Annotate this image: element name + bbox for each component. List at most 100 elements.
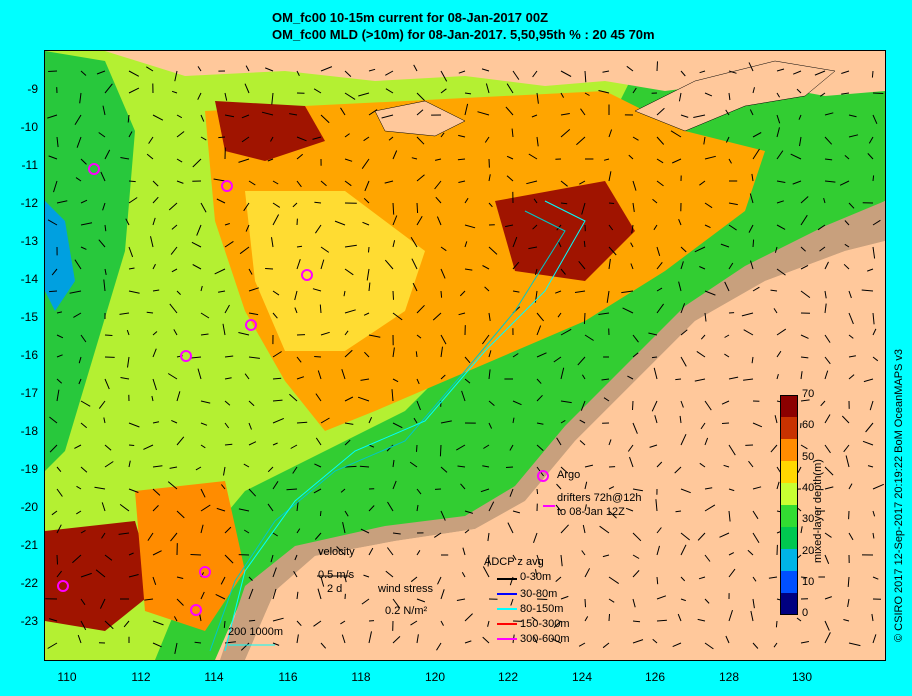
velocity-vector [579,180,586,185]
velocity-vector [510,598,514,606]
velocity-vector [824,554,830,564]
velocity-vector [245,65,250,72]
velocity-vector [824,136,833,145]
velocity-vector [363,312,370,316]
velocity-vector [320,180,327,187]
velocity-vector [728,262,734,270]
velocity-vector [167,481,178,490]
velocity-vector [583,240,586,248]
velocity-vector [147,532,154,541]
velocity-vector [750,610,754,622]
velocity-vector [169,303,178,314]
velocity-vector [440,510,446,521]
velocity-vector [224,114,235,118]
colorbar-title: mixed-layer depth(m) [812,459,824,563]
velocity-vector [151,395,154,402]
velocity-vector [272,532,278,537]
velocity-vector [368,246,370,253]
velocity-vector [416,550,421,556]
velocity-vector [80,158,87,165]
colorbar-segment [780,505,798,528]
velocity-vector [224,422,230,429]
velocity-vector [848,202,855,209]
velocity-vector [632,180,637,191]
argo-markers [57,163,313,616]
velocity-vector [385,570,394,578]
velocity-vector [867,268,874,272]
velocity-vector [392,202,395,215]
velocity-vector [214,268,226,275]
velocity-vector [223,620,226,628]
velocity-vector [800,264,809,270]
velocity-vector [848,355,856,358]
velocity-vector [272,351,282,358]
x-tick-label: 128 [718,670,740,684]
velocity-vector [416,334,422,339]
argo-marker [301,269,313,281]
velocity-vector [536,598,548,600]
velocity-vector [725,136,730,143]
velocity-vector [680,246,687,253]
velocity-vector [152,378,157,391]
velocity-vector [653,224,658,231]
velocity-vector [464,92,472,95]
velocity-vector [464,356,471,364]
velocity-vector [47,642,58,649]
velocity-vector [704,202,713,209]
velocity-vector [704,224,711,229]
velocity-vector [458,180,466,183]
velocity-vector [776,328,787,336]
velocity-vector [432,312,442,321]
x-tick-label: 126 [644,670,666,684]
velocity-vector [776,200,784,204]
colorbar-segment [780,461,798,484]
adcp-legend-item: 80-150m [520,603,564,615]
velocity-vector [848,532,854,541]
velocity-vector [841,92,850,95]
velocity-vector [581,550,586,556]
velocity-vector [656,246,661,257]
velocity-vector [798,114,802,120]
velocity-vector [224,304,230,314]
velocity-vector [601,378,610,381]
velocity-vector [192,264,202,270]
velocity-vector [48,618,58,622]
velocity-vector [248,180,256,186]
velocity-vector [699,70,706,74]
velocity-vector [488,312,491,321]
velocity-vector [248,488,257,497]
velocity-vector [512,290,520,293]
velocity-vector [534,268,538,276]
velocity-vector [416,174,425,182]
velocity-vector [512,261,520,270]
velocity-vector [392,480,397,490]
velocity-vector [770,289,778,292]
velocity-vector [560,113,570,116]
velocity-vector [224,92,228,101]
velocity-vector [410,620,418,626]
velocity-vector [464,224,476,229]
velocity-vector [296,153,304,160]
velocity-vector [847,576,850,587]
velocity-vector [749,193,754,204]
velocity-vector [533,198,538,204]
velocity-vector [296,500,299,512]
velocity-legend-title: velocity [318,546,355,558]
velocity-vector [69,290,82,294]
velocity-vector [536,554,541,566]
velocity-vector [243,463,250,468]
velocity-vector [526,180,538,185]
velocity-vector [560,70,572,77]
velocity-vector [56,378,63,384]
velocity-vector [792,180,802,185]
velocity-vector [80,246,87,250]
shelf-region [220,201,885,660]
velocity-vector [675,510,682,513]
velocity-vector [434,158,442,161]
velocity-vector [531,616,538,622]
velocity-vector [699,180,706,186]
velocity-vector [171,268,178,273]
velocity-vector [608,510,617,519]
velocity-vector [512,554,517,561]
velocity-vector [867,153,874,160]
